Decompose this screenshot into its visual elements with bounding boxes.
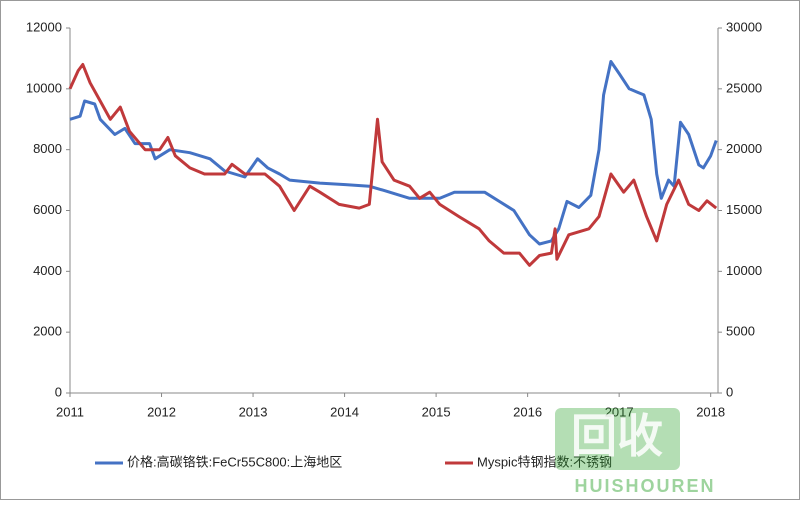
x-tick-label: 2018 [696,404,725,419]
watermark: HUISHOUREN [574,476,715,496]
y2-tick-label: 0 [726,384,733,399]
x-tick-label: 2014 [330,404,359,419]
y-tick-label: 0 [55,384,62,399]
x-tick-label: 2017 [605,404,634,419]
y2-tick-label: 10000 [726,263,762,278]
x-tick-label: 2013 [239,404,268,419]
y2-tick-label: 30000 [726,19,762,34]
y-tick-label: 4000 [33,263,62,278]
y-tick-label: 12000 [26,19,62,34]
x-tick-label: 2012 [147,404,176,419]
y2-tick-label: 5000 [726,324,755,339]
x-tick-label: 2016 [513,404,542,419]
line-series [68,63,718,267]
y-tick-label: 6000 [33,202,62,217]
legend-label: 价格:高碳铬铁:FeCr55C800:上海地区 [127,454,342,469]
x-tick-label: 2015 [422,404,451,419]
y-tick-label: 2000 [33,324,62,339]
y-tick-label: 10000 [26,80,62,95]
legend-label: Myspic特钢指数:不锈钢 [477,454,612,469]
line-series [69,60,718,246]
watermark: 回收 [571,410,663,462]
x-tick-label: 2011 [56,404,84,419]
y2-tick-label: 20000 [726,141,762,156]
y2-tick-label: 25000 [726,80,762,95]
y2-tick-label: 15000 [726,202,762,217]
y-tick-label: 8000 [33,141,62,156]
watermark-box [555,408,680,470]
